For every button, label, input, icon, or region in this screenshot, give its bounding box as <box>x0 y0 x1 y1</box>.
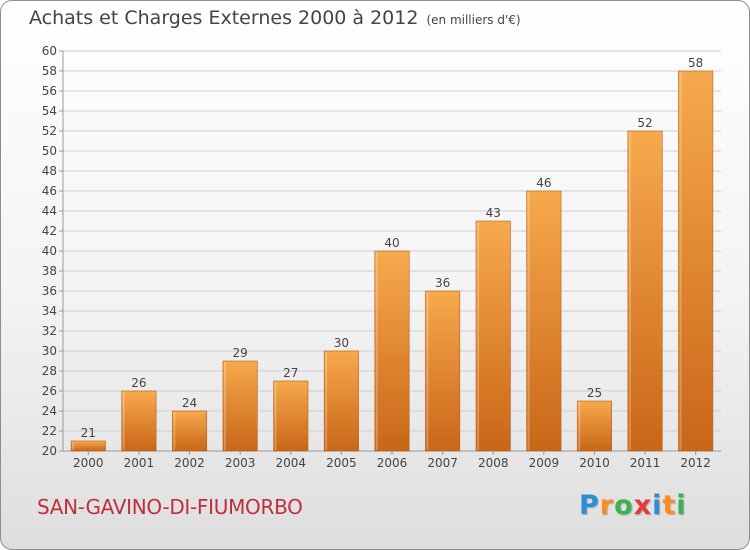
y-tick-label: 46 <box>42 184 57 198</box>
bars <box>70 70 714 452</box>
bar-highlight <box>477 222 480 450</box>
logo-letter: r <box>599 490 615 521</box>
x-tick-label-2005: 2005 <box>326 456 357 470</box>
chart-title: Achats et Charges Externes 2000 à 2012 (e… <box>29 7 521 29</box>
y-tick-label: 26 <box>42 384 57 398</box>
bar-2000 <box>70 440 106 452</box>
data-label-2000: 21 <box>81 426 96 440</box>
data-label-2008: 43 <box>486 206 501 220</box>
bar-highlight <box>679 72 682 450</box>
y-tick-label: 28 <box>42 364 57 378</box>
data-label-2010: 25 <box>587 386 602 400</box>
bar-highlight <box>173 412 176 450</box>
logo-letter: P <box>579 490 600 521</box>
bar-highlight <box>578 402 581 450</box>
bar-2012 <box>678 70 714 452</box>
data-label-2003: 29 <box>233 346 248 360</box>
x-tick-label-2004: 2004 <box>275 456 306 470</box>
bar-2004 <box>273 380 309 452</box>
logo-letter: t <box>662 490 677 521</box>
y-tick-label: 36 <box>42 284 57 298</box>
chart-unit-note: (en milliers d'€) <box>426 13 521 27</box>
data-label-2009: 46 <box>536 176 551 190</box>
y-tick-label: 30 <box>42 344 57 358</box>
data-label-2001: 26 <box>131 376 146 390</box>
x-tick-label-2010: 2010 <box>579 456 610 470</box>
y-tick-label: 22 <box>42 424 57 438</box>
bar-highlight <box>628 132 631 450</box>
y-tick-label: 42 <box>42 224 57 238</box>
x-tick-label-2007: 2007 <box>427 456 458 470</box>
x-tick-label-2006: 2006 <box>377 456 408 470</box>
bar-2006 <box>374 250 410 452</box>
y-tick-label: 44 <box>42 204 57 218</box>
data-labels: 21 26 24 29 27 30 40 36 43 46 25 52 58 <box>81 56 704 440</box>
bar-2007 <box>425 290 461 452</box>
x-tick-label-2003: 2003 <box>225 456 256 470</box>
bar-highlight <box>72 442 75 450</box>
y-tick-label: 50 <box>42 144 57 158</box>
bar-2001 <box>121 390 157 452</box>
y-tick-label: 58 <box>42 64 57 78</box>
logo-letter: i <box>676 490 687 521</box>
bar-highlight <box>122 392 125 450</box>
y-tick-label: 54 <box>42 104 57 118</box>
x-tick-label-2011: 2011 <box>630 456 661 470</box>
logo-letter: i <box>652 490 663 521</box>
data-label-2007: 36 <box>435 276 450 290</box>
y-tick-label: 24 <box>42 404 57 418</box>
y-tick-label: 52 <box>42 124 57 138</box>
bar-2003 <box>222 360 258 452</box>
bar-highlight <box>274 382 277 450</box>
x-tick-label-2008: 2008 <box>478 456 509 470</box>
bar-highlight <box>527 192 530 450</box>
logo-letter: o <box>614 490 634 521</box>
y-tick-label: 60 <box>42 44 57 58</box>
bar-highlight <box>375 252 378 450</box>
y-tick-label: 38 <box>42 264 57 278</box>
bar-2005 <box>323 350 359 452</box>
bar-highlight <box>325 352 328 450</box>
y-tick-label: 20 <box>42 444 57 458</box>
proxiti-logo: Proxiti <box>579 490 687 521</box>
data-label-2004: 27 <box>283 366 298 380</box>
x-tick-label-2009: 2009 <box>529 456 560 470</box>
data-label-2012: 58 <box>688 56 703 70</box>
x-tick-label-2000: 2000 <box>73 456 104 470</box>
bar-2009 <box>526 190 562 452</box>
logo-letter: x <box>633 490 653 521</box>
axes: 20 22 24 26 28 30 32 34 36 38 40 42 44 46 48 50 52 54 56 58… <box>42 44 721 470</box>
commune-name: SAN-GAVINO-DI-FIUMORBO <box>37 495 303 519</box>
y-tick-label: 32 <box>42 324 57 338</box>
x-tick-label-2001: 2001 <box>124 456 155 470</box>
data-label-2005: 30 <box>334 336 349 350</box>
y-tick-label: 40 <box>42 244 57 258</box>
data-label-2002: 24 <box>182 396 197 410</box>
bar-2011 <box>627 130 663 452</box>
y-tick-label: 34 <box>42 304 57 318</box>
x-tick-label-2012: 2012 <box>680 456 711 470</box>
y-tick-label: 56 <box>42 84 57 98</box>
data-label-2006: 40 <box>384 236 399 250</box>
data-label-2011: 52 <box>637 116 652 130</box>
chart-title-text: Achats et Charges Externes 2000 à 2012 <box>29 7 419 29</box>
bar-highlight <box>426 292 429 450</box>
bar-2002 <box>172 410 208 452</box>
x-tick-label-2002: 2002 <box>174 456 205 470</box>
bar-2010 <box>576 400 612 452</box>
bar-2008 <box>475 220 511 452</box>
y-tick-label: 48 <box>42 164 57 178</box>
bar-highlight <box>223 362 226 450</box>
